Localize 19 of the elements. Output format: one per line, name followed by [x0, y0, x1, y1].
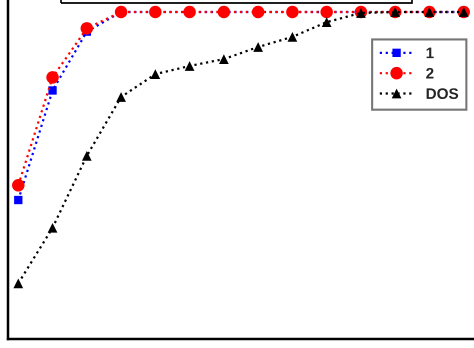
point [288, 32, 298, 42]
point [320, 6, 333, 18]
point [184, 61, 194, 71]
point [219, 54, 229, 64]
point [82, 151, 92, 161]
point [322, 17, 332, 27]
point [46, 71, 59, 84]
legend-label: 2 [426, 68, 434, 79]
point [150, 69, 160, 79]
legend-label: 1 [426, 48, 434, 58]
point [116, 92, 126, 102]
point [80, 22, 94, 35]
point [149, 6, 162, 18]
point [253, 42, 263, 52]
point [14, 196, 22, 204]
legend-label: DOS [426, 88, 458, 100]
point [48, 222, 58, 233]
point [13, 278, 24, 288]
point [12, 179, 25, 192]
